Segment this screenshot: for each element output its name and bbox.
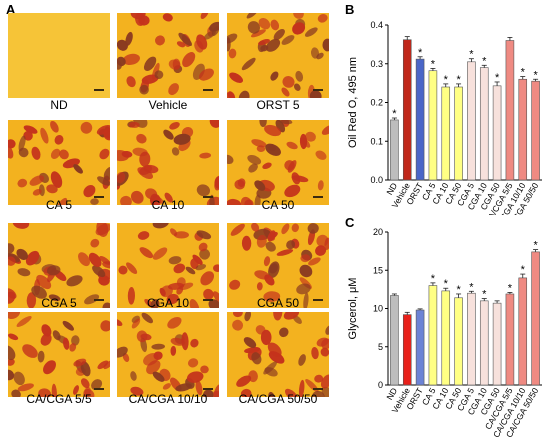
significance-marker: * xyxy=(482,289,487,301)
panel-label-b: B xyxy=(345,2,355,17)
bar xyxy=(402,314,412,386)
micrograph-caption: CA 50 xyxy=(261,198,295,212)
bar xyxy=(428,285,438,386)
micrograph-image xyxy=(227,312,329,397)
micrograph-image xyxy=(117,120,219,205)
y-tick-label: 0.1 xyxy=(370,136,383,146)
bar xyxy=(492,302,502,386)
significance-marker: * xyxy=(469,49,474,61)
bar xyxy=(518,78,528,181)
micrograph-image xyxy=(117,223,219,308)
y-axis-label: Oil Red O, 495 nm xyxy=(347,57,359,148)
significance-marker: * xyxy=(392,108,397,120)
bar xyxy=(467,292,476,386)
panel-label-c: C xyxy=(345,215,355,230)
significance-marker: * xyxy=(456,284,461,296)
bar xyxy=(492,85,502,181)
y-tick-label: 0 xyxy=(378,380,383,390)
micrograph-caption: CA/CGA 10/10 xyxy=(128,392,208,406)
micrograph-image xyxy=(227,223,329,308)
bar xyxy=(505,40,515,181)
micrograph-caption: CGA 5 xyxy=(41,296,77,310)
significance-marker: * xyxy=(521,264,526,276)
micrograph-image xyxy=(117,13,219,98)
micrograph-image xyxy=(227,120,329,205)
y-tick-label: 0.2 xyxy=(370,98,383,108)
micrograph-caption: CA 5 xyxy=(45,198,72,212)
micrograph-caption: ND xyxy=(50,98,68,112)
y-tick-label: 20 xyxy=(373,227,383,237)
y-tick-label: 0.4 xyxy=(370,20,383,30)
bar xyxy=(531,80,540,181)
bar xyxy=(454,86,463,181)
y-axis-label: Glycerol, μM xyxy=(347,278,359,340)
micrograph-caption: CGA 50 xyxy=(256,296,300,310)
bar xyxy=(518,277,528,386)
micrograph-caption: CGA 10 xyxy=(146,296,190,310)
y-tick-label: 10 xyxy=(373,304,383,314)
significance-marker: * xyxy=(521,67,526,79)
bar xyxy=(415,309,425,386)
y-tick-label: 0.3 xyxy=(370,59,383,69)
bar xyxy=(479,300,489,386)
micrograph-caption: Vehicle xyxy=(148,98,188,112)
significance-marker: * xyxy=(456,74,461,86)
y-tick-label: 5 xyxy=(378,342,383,352)
significance-marker: * xyxy=(495,72,500,84)
significance-marker: * xyxy=(444,278,449,290)
micrograph-image xyxy=(117,312,219,397)
bar xyxy=(415,58,425,181)
bar xyxy=(531,251,540,386)
micrograph-caption: CA 10 xyxy=(151,198,185,212)
bar xyxy=(441,86,451,181)
panel-label-a: A xyxy=(6,2,16,17)
bar xyxy=(454,297,463,386)
bar xyxy=(479,67,489,181)
micrograph-image xyxy=(8,312,110,397)
bar xyxy=(402,39,412,181)
bar xyxy=(441,290,451,386)
bar xyxy=(390,119,399,181)
significance-marker: * xyxy=(482,55,487,67)
bar xyxy=(505,293,515,386)
micrograph-caption: CA/CGA 50/50 xyxy=(238,392,318,406)
bar xyxy=(428,70,438,181)
significance-marker: * xyxy=(469,281,474,293)
y-tick-label: 0.0 xyxy=(370,175,383,185)
bar xyxy=(390,295,399,386)
micrograph-caption: ORST 5 xyxy=(256,98,300,112)
significance-marker: * xyxy=(444,74,449,86)
micrograph-image xyxy=(8,223,110,308)
bar xyxy=(467,61,476,181)
micrograph-image xyxy=(8,13,110,98)
micrograph-caption: CA/CGA 5/5 xyxy=(26,392,92,406)
significance-marker: * xyxy=(508,282,513,294)
significance-marker: * xyxy=(533,240,538,252)
significance-marker: * xyxy=(418,47,423,59)
significance-marker: * xyxy=(431,58,436,70)
micrograph-image xyxy=(227,13,329,98)
significance-marker: * xyxy=(431,273,436,285)
micrograph-image xyxy=(8,120,110,205)
y-tick-label: 15 xyxy=(373,265,383,275)
significance-marker: * xyxy=(533,69,538,81)
